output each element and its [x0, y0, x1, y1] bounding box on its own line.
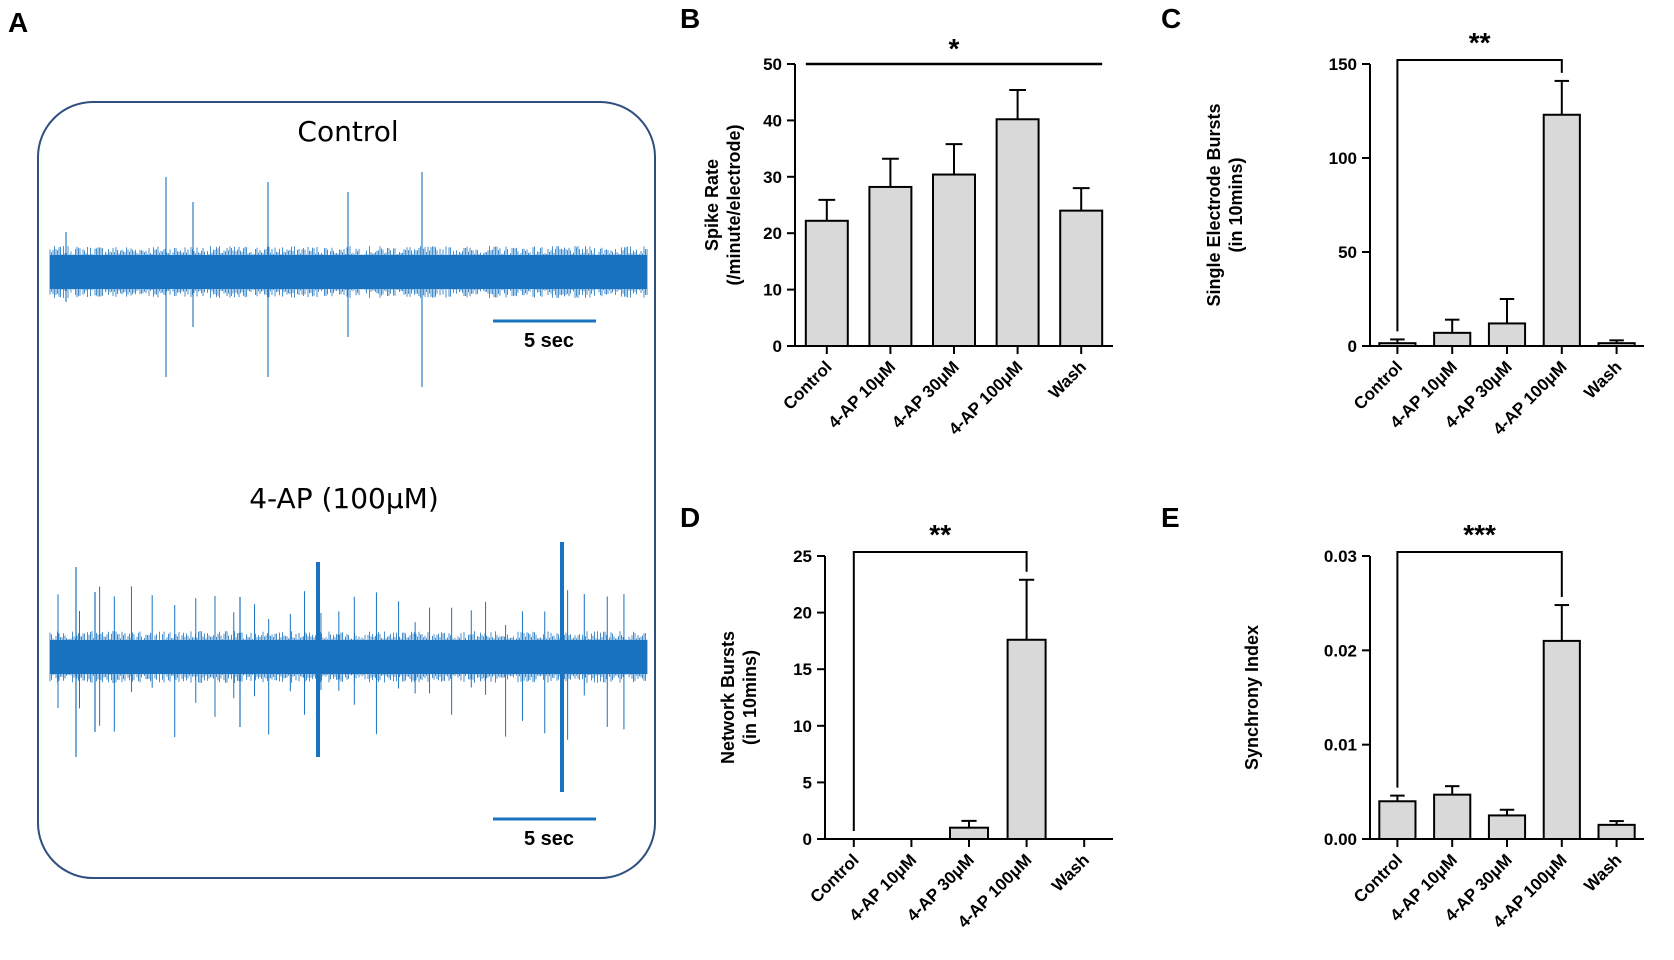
panel-letter-b: B [680, 3, 700, 34]
bar [1597, 342, 1636, 347]
y-tick-label: 40 [763, 111, 782, 130]
y-axis-title-line: Spike Rate [702, 159, 722, 251]
y-tick-label: 0 [803, 830, 812, 849]
x-category-label: Control [1350, 850, 1406, 906]
y-tick-label: 25 [793, 547, 812, 566]
recording-frame [37, 101, 656, 879]
x-category-label: Wash [1580, 850, 1625, 895]
treated-trace-label: 4-AP (100μM) [249, 482, 439, 515]
significance-label: * [949, 33, 960, 64]
bar [1487, 814, 1527, 841]
y-axis-title: Network Bursts (in 10mins) [718, 631, 760, 764]
x-category-label: Control [1350, 357, 1406, 413]
chart-c: Single Electrode Bursts (in 10mins) 0 50 100… [1204, 27, 1644, 439]
y-tick-label: 20 [763, 224, 782, 243]
y-tick-label: 5 [803, 773, 812, 792]
x-category-label: Wash [1048, 850, 1093, 895]
x-category-label: Control [779, 357, 835, 413]
x-category-label: Wash [1580, 357, 1625, 402]
bar [804, 219, 849, 348]
treated-trace [49, 542, 648, 792]
chart-d: Network Bursts (in 10mins) 0 5 10 15 20 25 Contr… [718, 519, 1113, 932]
y-tick-label: 100 [1329, 149, 1357, 168]
bar [1542, 113, 1581, 348]
y-tick-label: 20 [793, 604, 812, 623]
y-tick-label: 0 [773, 337, 782, 356]
significance-bracket [1396, 551, 1563, 788]
y-axis-title: Spike Rate (/minute/electrode) [702, 124, 744, 285]
y-tick-label: 150 [1329, 55, 1357, 74]
treated-scale-bar-label: 5 sec [524, 828, 574, 850]
significance-bracket [852, 551, 1028, 831]
chart-e: Synchrony Index0.000.010.020.03Control4-… [1242, 519, 1644, 932]
y-tick-label: 0.00 [1324, 830, 1357, 849]
bar [1433, 331, 1472, 347]
y-axis-title-line: Synchrony Index [1242, 625, 1262, 770]
panel-a: A Control 5 sec 4-AP (100μM) 5 sec [8, 7, 656, 879]
bar [1542, 639, 1581, 841]
y-tick-label: 0.03 [1324, 547, 1357, 566]
chart-b: Spike Rate (/minute/electrode) 0 10 20 30 40 50… [702, 33, 1113, 439]
y-axis-title-line: (in 10mins) [1226, 157, 1246, 252]
bar [1006, 638, 1047, 840]
y-tick-label: 0.02 [1324, 641, 1357, 660]
significance-label: *** [1463, 519, 1496, 550]
significance-bracket [1396, 59, 1563, 332]
y-tick-label: 15 [793, 660, 812, 679]
x-category-label: Control [806, 850, 862, 906]
control-scale-bar-label: 5 sec [524, 330, 574, 352]
y-axis-title: Single Electrode Bursts (in 10mins) [1204, 103, 1246, 306]
y-tick-label: 10 [793, 717, 812, 736]
bar [932, 173, 976, 347]
x-category-label: Wash [1045, 357, 1090, 402]
bar [948, 826, 990, 840]
panel-letter-d: D [680, 502, 700, 533]
y-tick-label: 10 [763, 281, 782, 300]
y-tick-label: 0 [1348, 337, 1357, 356]
significance-label: ** [929, 519, 951, 550]
bar [1433, 793, 1472, 840]
control-trace-label: Control [297, 115, 398, 148]
bar [868, 185, 913, 347]
y-tick-label: 50 [1338, 243, 1357, 262]
panel-d: D Network Bursts (in 10mins) 0 5 10 15 20 25 Con… [680, 502, 1113, 932]
significance-label: ** [1469, 27, 1491, 58]
control-trace [49, 172, 648, 387]
y-axis-title-line: (/minute/electrode) [724, 124, 744, 285]
x-category-label: 4-AP 10μM [825, 357, 900, 432]
y-tick-label: 50 [763, 55, 782, 74]
y-axis-title-line: (in 10mins) [740, 650, 760, 745]
bar [1487, 322, 1527, 348]
y-tick-label: 0.01 [1324, 736, 1357, 755]
bar [995, 118, 1040, 347]
panel-letter-a: A [8, 7, 28, 38]
y-tick-label: 30 [763, 168, 782, 187]
panel-letter-c: C [1161, 3, 1181, 34]
trace-noise [49, 246, 648, 298]
panel-b: B Spike Rate (/minute/electrode) 0 10 20 30 40… [680, 3, 1113, 439]
bar [1597, 823, 1636, 840]
panel-e: E Synchrony Index 0.00 0.01 0.02 0.03 Control… [1161, 502, 1644, 932]
y-axis-title: Synchrony Index [1242, 625, 1262, 770]
bar [1378, 342, 1417, 347]
bar [1378, 800, 1417, 840]
panel-c: C Single Electrode Bursts (in 10mins) 0 50 1… [1161, 3, 1644, 439]
y-axis-title-line: Single Electrode Bursts [1204, 103, 1224, 306]
y-axis-title-line: Network Bursts [718, 631, 738, 764]
trace-noise [49, 631, 648, 683]
panel-letter-e: E [1161, 502, 1180, 533]
bar [1059, 209, 1104, 347]
